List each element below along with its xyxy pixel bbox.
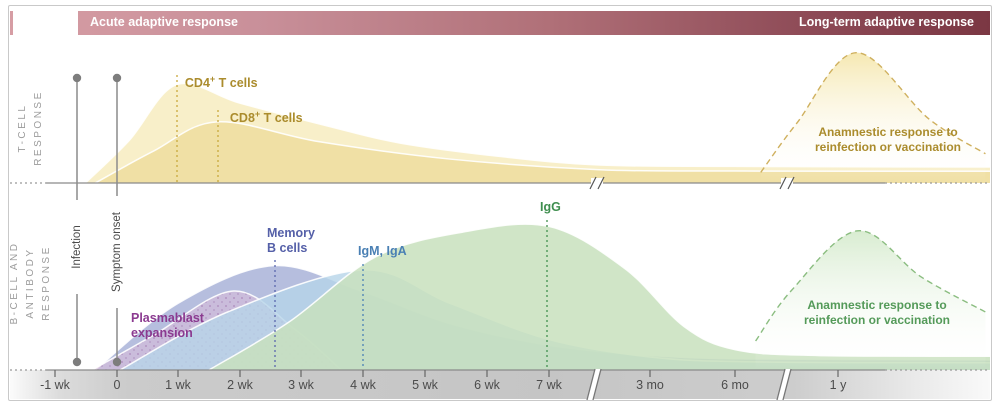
cd4-label: CD4+ T cells (184, 74, 258, 91)
curve-cd8-fill (95, 121, 991, 183)
axis-bar-break-slash (776, 368, 786, 401)
infection-marker-label: Infection (69, 200, 85, 294)
tcell-axis-break-gap (591, 178, 603, 188)
symptom-onset-dot-bottom (112, 357, 122, 367)
axis-tick-label: -1 wk (40, 378, 70, 392)
axis-tick-label: 5 wk (412, 378, 438, 392)
curves-layer (84, 51, 991, 371)
tcell-axis-break-slash (597, 176, 605, 190)
phase-banner-cutout (13, 10, 78, 36)
tcell-axis-break-slash (589, 176, 597, 190)
axis-tick-label: 0 (113, 378, 121, 392)
phase-banner (10, 11, 990, 35)
axis-bar-break-slash (592, 368, 602, 401)
curve-igg-fill (209, 224, 990, 370)
axis-tick-label: 6 wk (474, 378, 500, 392)
axis-bar-break-slash (782, 368, 792, 401)
curve-anamnestic_t-fill (760, 52, 986, 183)
axis-bar-break-slash (586, 368, 596, 401)
anamnestic-t-label: Anamnestic response to reinfection or va… (814, 125, 962, 154)
acute-phase-label: Acute adaptive response (90, 15, 238, 29)
axis-tick-label: 1 y (829, 378, 847, 392)
axis-bar-break-gap (587, 369, 601, 400)
curve-cd8-edge (94, 121, 991, 184)
axis-tick-label: 4 wk (350, 378, 376, 392)
axis-bar-break-gap (777, 369, 791, 400)
tcell-axis-break-slash (787, 176, 795, 190)
bcell-panel-side-label: B-CELL AND ANTIBODY RESPONSE (9, 241, 52, 325)
tcell-axis-break-slash (779, 176, 787, 190)
tcell-panel-side-label: T-CELL RESPONSE (17, 90, 44, 166)
symptom-onset-dot-top (112, 73, 122, 83)
infection-dot-bottom (72, 357, 82, 367)
anamnestic-b-label: Anamnestic response to reinfection or va… (803, 298, 951, 327)
longterm-phase-label: Long-term adaptive response (798, 15, 974, 29)
figure-border (8, 5, 992, 401)
axis-tick-label: 3 wk (288, 378, 314, 392)
cd8-label: CD8+ T cells (229, 109, 303, 126)
infection-dot-top (72, 73, 82, 83)
axis-tick-label: 2 wk (227, 378, 253, 392)
x-axis-bar (10, 370, 990, 399)
igm-iga-label: IgM, IgA (358, 244, 407, 258)
axis-tick-label: 1 wk (165, 378, 191, 392)
plasmablast-expansion-label: Plasmablast expansion (131, 311, 204, 340)
igg-label: IgG (540, 200, 561, 214)
axis-tick-label: 3 mo (636, 378, 664, 392)
axis-layer (10, 176, 988, 401)
symptom-onset-marker-label: Symptom onset (109, 196, 125, 308)
tcell-axis-break-gap (781, 178, 793, 188)
axis-tick-label: 7 wk (536, 378, 562, 392)
curve-anamnestic_t-outline (760, 51, 986, 173)
axis-tick-label: 6 mo (721, 378, 749, 392)
curve-anamnestic_b-outline (755, 230, 986, 342)
curve-cd4-edge (84, 82, 991, 184)
memory-b-cells-label: Memory B cells (267, 226, 315, 255)
